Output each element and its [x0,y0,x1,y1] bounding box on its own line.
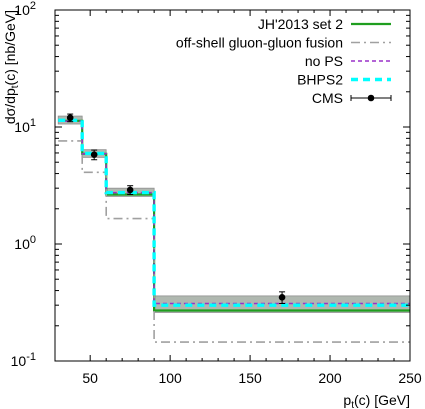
y-axis-label-sub: t [10,85,21,88]
y-tick-label-1: 100 [14,234,36,252]
x-tick-label-1: 100 [158,370,182,386]
y-axis-label-main: dσ/dp [2,88,18,124]
series-line-0 [58,119,410,312]
legend-label-1: off-shell gluon-gluon fusion [176,35,343,51]
legend: JH'2013 set 2 off-shell gluon-gluon fusio… [176,16,392,106]
legend-label-2: no PS [305,53,343,69]
legend-label-cms: CMS [312,90,343,106]
x-tick-label-4: 250 [398,370,422,386]
series-lines [58,118,410,343]
y-tick-label-0: 10-1 [11,351,36,369]
x-tick-label-3: 200 [318,370,342,386]
legend-label-3: BHPS2 [297,72,343,88]
cms-point-2 [126,186,134,194]
y-tick-exponent-3: 2 [30,0,36,12]
x-axis-label-main: p [343,392,351,408]
x-axis-label-sub: t [351,400,354,409]
x-tick-label-2: 150 [238,370,262,386]
plot-frame [54,9,411,362]
x-axis-label-rest: (c) [GeV] [354,392,410,408]
x-tick-label-0: 50 [82,370,98,386]
y-tick-exponent-2: 1 [30,117,36,129]
series-line-1 [58,140,410,343]
cms-point-3 [278,294,286,301]
cms-data-points [66,113,286,305]
series-line-3 [58,118,410,307]
y-axis-label: dσ/dpt(c) [nb/GeV] [2,10,21,124]
cms-point-1 [90,151,98,158]
series-line-2 [58,120,410,305]
y-tick-exponent-1: 0 [30,234,36,246]
y-tick-exponent-0: -1 [26,351,36,363]
legend-label-0: JH'2013 set 2 [258,16,343,32]
y-axis-label-rest: (c) [nb/GeV] [2,10,18,85]
uncertainty-band [57,115,411,313]
cms-point-0 [66,114,74,122]
x-axis-label: pt(c) [GeV] [343,392,410,409]
legend-swatch-cms-point [367,94,375,102]
